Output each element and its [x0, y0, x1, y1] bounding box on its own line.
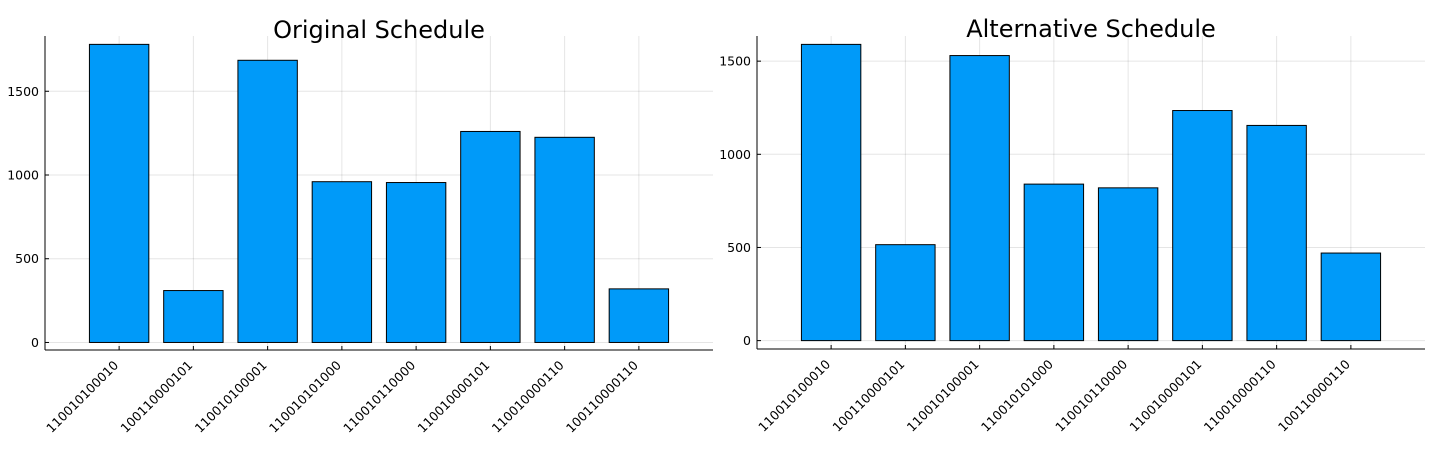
original-schedule-panel: Original Schedule 0 500 1000 1500 1100101000… — [7, 16, 713, 436]
x-tick-label: 100110000110 — [563, 357, 641, 435]
x-tick-label: 110010000101 — [414, 358, 492, 436]
x-tick-label: 110010110000 — [1052, 356, 1130, 434]
bar — [1023, 183, 1085, 342]
x-tick-label: 110010000110 — [1201, 356, 1279, 434]
y-tick-label: 1000 — [719, 147, 751, 162]
bar — [385, 182, 447, 343]
bar — [608, 288, 670, 343]
x-tick-label: 110010100010 — [43, 357, 121, 435]
x-tick-label: 110010101000 — [978, 356, 1056, 434]
x-tick-label: 110010100010 — [755, 356, 833, 434]
bar — [1320, 252, 1382, 342]
y-tick-label: 1000 — [7, 167, 39, 182]
bar — [949, 55, 1010, 342]
bar — [1246, 124, 1307, 342]
x-tick-label: 110010000110 — [489, 357, 567, 435]
x-tick-label: 100110000101 — [829, 357, 907, 435]
bar — [534, 136, 595, 343]
bar — [875, 244, 936, 342]
x-tick-label: 100110000110 — [1275, 356, 1353, 434]
chart-title: Alternative Schedule — [966, 15, 1216, 43]
x-tick-label: 110010100001 — [904, 357, 982, 435]
x-tick-label: 100110000101 — [117, 358, 195, 436]
bar — [800, 43, 862, 342]
x-tick-label: 110010000101 — [1126, 357, 1204, 435]
x-tick-label: 110010110000 — [340, 357, 418, 435]
bar — [1172, 110, 1233, 342]
bar — [88, 43, 150, 343]
alternative-schedule-panel: Alternative Schedule 0 500 1000 1500 1100101… — [719, 15, 1425, 435]
bar — [311, 181, 373, 343]
chart-title: Original Schedule — [273, 16, 485, 44]
bar — [237, 59, 298, 343]
y-tick-label: 500 — [727, 240, 751, 255]
y-tick-label: 0 — [743, 333, 751, 348]
y-tick-label: 1500 — [7, 84, 39, 99]
x-tick-label: 110010101000 — [266, 357, 344, 435]
x-tick-label: 110010100001 — [192, 358, 270, 436]
y-tick-label: 0 — [31, 335, 39, 350]
bar — [163, 290, 224, 343]
bar — [460, 130, 521, 343]
bar — [1097, 187, 1159, 342]
y-tick-label: 500 — [15, 251, 39, 266]
y-tick-label: 1500 — [719, 54, 751, 69]
